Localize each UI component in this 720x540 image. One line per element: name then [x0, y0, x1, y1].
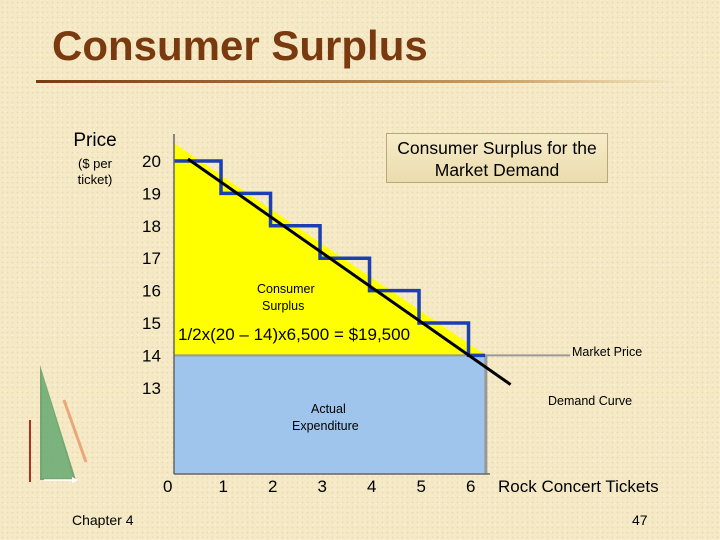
consumer-surplus-label: Consumer — [257, 282, 315, 296]
y-tick-label: 13 — [142, 379, 161, 398]
y-axis-unit: ($ per ticket) — [77, 156, 113, 187]
title-underline — [36, 80, 676, 83]
x-axis-title: Rock Concert Tickets — [498, 477, 659, 496]
x-tick-label: 2 — [268, 477, 277, 496]
y-tick-label: 16 — [142, 282, 161, 301]
x-tick-label: 0 — [163, 477, 172, 496]
chapter-label: Chapter 4 — [72, 512, 134, 528]
consumer-surplus-area — [174, 143, 486, 356]
y-tick-label: 19 — [142, 184, 161, 203]
x-tick-label: 5 — [417, 477, 426, 496]
slide-title: Consumer Surplus — [52, 22, 428, 69]
step-demand-line — [174, 159, 486, 358]
market-price-label: Market Price — [572, 345, 642, 359]
x-tick-label: 4 — [367, 477, 376, 496]
y-axis-label: Price ($ per ticket) — [60, 130, 130, 188]
surplus-formula: 1/2x(20 – 14)x6,500 = $19,500 — [178, 325, 410, 344]
y-axis-title: Price — [73, 130, 117, 151]
y-tick-label: 15 — [142, 314, 161, 333]
demand-curve-label: Demand Curve — [548, 394, 632, 408]
y-tick-label: 14 — [142, 346, 161, 365]
consumer-surplus-label-2: Surplus — [262, 299, 304, 313]
actual-expenditure-label: Actual — [311, 402, 346, 416]
demand-curve — [187, 157, 512, 386]
actual-expenditure-label-2: Expenditure — [292, 419, 359, 433]
page-number: 47 — [632, 512, 648, 528]
y-tick-label: 20 — [142, 152, 161, 171]
y-tick-label: 17 — [142, 249, 161, 268]
y-tick-label: 18 — [142, 217, 161, 236]
x-tick-label: 3 — [318, 477, 327, 496]
chart-title-box: Consumer Surplus for the Market Demand — [386, 133, 608, 183]
x-tick-label: 1 — [219, 477, 228, 496]
x-tick-label: 6 — [466, 477, 475, 496]
